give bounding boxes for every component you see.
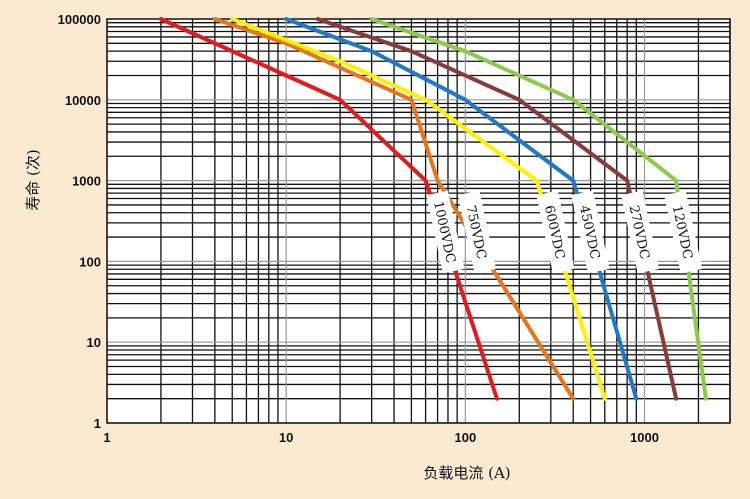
y-axis-title: 寿命 (次) xyxy=(24,149,42,210)
x-tick-label: 100 xyxy=(454,430,476,445)
plot-background xyxy=(107,19,730,423)
y-tick-label: 100000 xyxy=(58,12,101,27)
x-tick-label: 1 xyxy=(103,430,110,445)
x-axis-ticks: 1 10 100 1000 xyxy=(103,430,659,445)
series-label-box xyxy=(664,190,703,274)
y-tick-label: 10000 xyxy=(65,93,101,108)
series-label-1000vdc: 1000VDC xyxy=(426,190,465,274)
series-label-box xyxy=(536,190,575,274)
y-tick-label: 1000 xyxy=(72,174,101,189)
series-label-box xyxy=(426,190,465,274)
x-tick-label: 1000 xyxy=(630,430,659,445)
y-tick-label: 10 xyxy=(87,335,101,350)
x-axis-title: 负载电流 (A) xyxy=(423,464,510,482)
series-label-box xyxy=(621,190,660,274)
y-tick-label: 100 xyxy=(79,254,101,269)
plot-border xyxy=(106,18,731,424)
x-tick-label: 10 xyxy=(279,430,293,445)
series-label-box xyxy=(457,190,497,274)
series-label-750vdc: 750VDC xyxy=(457,190,497,274)
series-label-box xyxy=(571,190,610,274)
y-axis-ticks: 1 10 100 1000 10000 100000 xyxy=(58,12,101,431)
y-tick-label: 1 xyxy=(94,416,101,431)
